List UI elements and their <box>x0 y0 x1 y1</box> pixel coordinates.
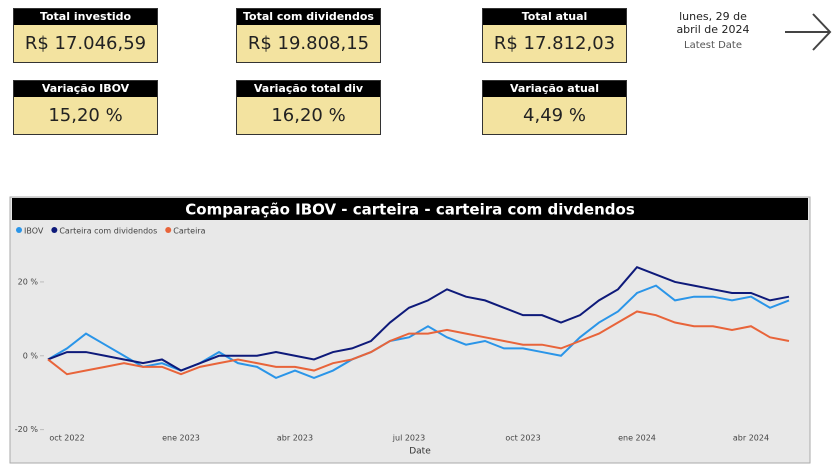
card-title: Total com dividendos <box>237 9 380 25</box>
x-tick-label: jul 2023 <box>392 434 425 443</box>
x-axis-title: Date <box>409 447 431 457</box>
latest-date: lunes, 29 de abril de 2024 Latest Date <box>668 10 758 51</box>
kpi-card: Variação atual 4,49 % <box>482 80 627 135</box>
legend-marker <box>16 227 22 233</box>
x-tick-label: ene 2024 <box>618 434 656 443</box>
series-line <box>47 284 790 380</box>
chart-panel <box>9 196 811 464</box>
card-title: Variação total div <box>237 81 380 97</box>
card-value: 4,49 % <box>523 105 586 126</box>
kpi-card: Total atual R$ 17.812,03 <box>482 8 627 63</box>
series-line <box>47 310 790 376</box>
next-arrow[interactable] <box>783 10 833 54</box>
legend-marker <box>165 227 172 233</box>
y-tick-label: 20 % <box>18 277 39 286</box>
x-tick-label: oct 2023 <box>505 434 540 443</box>
card-value: R$ 17.046,59 <box>24 33 147 54</box>
x-tick-label: abr 2024 <box>733 434 769 443</box>
x-tick-label: ene 2023 <box>162 434 200 443</box>
kpi-card: Total investido R$ 17.046,59 <box>13 8 158 63</box>
date-label: Latest Date <box>684 40 742 51</box>
y-tick-label: 0 % <box>23 351 39 360</box>
legend-label: Carteira <box>173 227 205 236</box>
card-title: Total atual <box>483 9 626 25</box>
x-tick-label: oct 2022 <box>49 434 84 443</box>
title-bar <box>12 198 808 220</box>
legend-label: Carteira com dividendos <box>59 227 157 236</box>
chart-title: Comparação IBOV - carteira - carteira co… <box>185 201 635 219</box>
arrow-icon <box>785 13 832 51</box>
card-title: Total investido <box>14 9 157 25</box>
card-value: 16,20 % <box>271 105 346 126</box>
kpi-card: Variação IBOV 15,20 % <box>13 80 158 135</box>
kpi-card: Total com dividendos R$ 19.808,15 <box>236 8 381 63</box>
card-value: R$ 17.812,03 <box>493 33 616 54</box>
card-value: 15,20 % <box>48 105 123 126</box>
legend-label: IBOV <box>24 227 44 236</box>
card-value: R$ 19.808,15 <box>247 33 370 54</box>
series-line <box>47 265 790 372</box>
legend-marker <box>51 227 58 233</box>
x-tick-label: abr 2023 <box>277 434 313 443</box>
date-value: lunes, 29 de abril de 2024 <box>676 10 750 36</box>
card-title: Variação atual <box>483 81 626 97</box>
card-title: Variação IBOV <box>14 81 157 97</box>
y-tick-label: -20 % <box>15 425 39 434</box>
kpi-card: Variação total div 16,20 % <box>236 80 381 135</box>
